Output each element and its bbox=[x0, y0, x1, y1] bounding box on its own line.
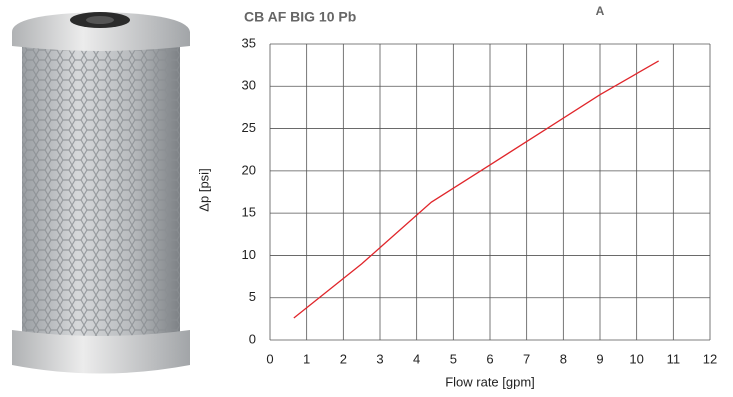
x-tick-label: 4 bbox=[413, 351, 420, 366]
x-tick-label: 2 bbox=[340, 351, 347, 366]
x-tick-label: 5 bbox=[450, 351, 457, 366]
y-tick-label: 20 bbox=[242, 162, 256, 177]
y-tick-label: 0 bbox=[249, 331, 256, 346]
x-tick-label: 10 bbox=[629, 351, 643, 366]
y-tick-label: 35 bbox=[242, 35, 256, 50]
x-axis-label: Flow rate [gpm] bbox=[445, 374, 535, 389]
filter-photo bbox=[12, 12, 190, 374]
x-tick-label: 12 bbox=[703, 351, 717, 366]
x-tick-label: 11 bbox=[667, 351, 681, 366]
annotation: A bbox=[596, 4, 605, 18]
data-line bbox=[293, 60, 659, 319]
x-tick-label: 6 bbox=[486, 351, 493, 366]
y-tick-label: 5 bbox=[249, 289, 256, 304]
y-tick-label: 15 bbox=[242, 205, 256, 220]
chart-title: CB AF BIG 10 Pb bbox=[244, 9, 356, 25]
x-tick-label: 0 bbox=[266, 351, 273, 366]
x-tick-label: 9 bbox=[596, 351, 603, 366]
x-tick-label: 7 bbox=[523, 351, 530, 366]
y-tick-label: 25 bbox=[242, 120, 256, 135]
x-tick-label: 1 bbox=[303, 351, 310, 366]
y-tick-label: 10 bbox=[242, 247, 256, 262]
y-axis-label: Δp [psi] bbox=[196, 168, 211, 211]
x-tick-label: 3 bbox=[376, 351, 383, 366]
y-tick-label: 30 bbox=[242, 78, 256, 93]
x-tick-label: 8 bbox=[560, 351, 567, 366]
